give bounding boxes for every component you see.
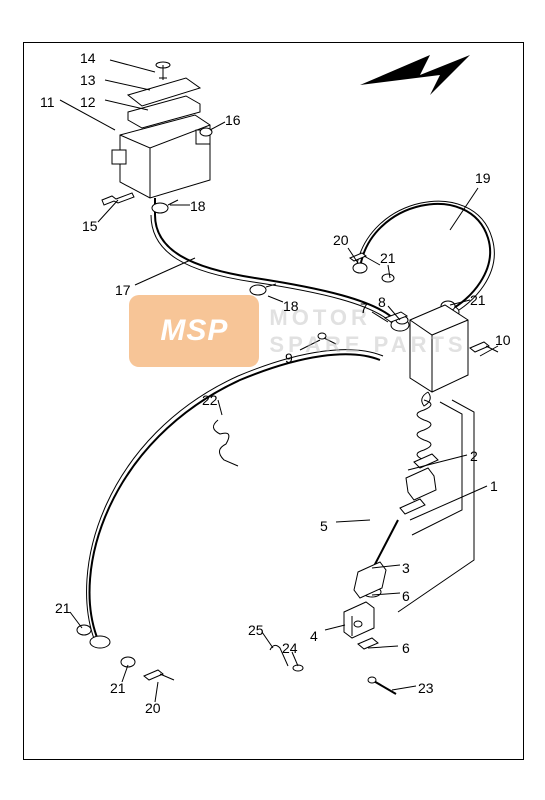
callout-21: 21 (110, 680, 126, 696)
callout-6: 6 (402, 640, 410, 656)
callout-21: 21 (55, 600, 71, 616)
callout-6: 6 (402, 588, 410, 604)
callout-8: 8 (378, 294, 386, 310)
callout-25: 25 (248, 622, 264, 638)
diagram-frame (23, 42, 524, 760)
callout-4: 4 (310, 628, 318, 644)
callout-2: 2 (470, 448, 478, 464)
callout-21: 21 (380, 250, 396, 266)
callout-9: 9 (285, 350, 293, 366)
callout-16: 16 (225, 112, 241, 128)
callout-7: 7 (360, 300, 368, 316)
callout-22: 22 (202, 392, 218, 408)
callout-11: 11 (40, 94, 55, 110)
callout-21: 21 (470, 292, 486, 308)
diagram-stage: MSP MOTOR SPARE PARTS 141311121615181718… (0, 0, 545, 800)
callout-23: 23 (418, 680, 434, 696)
callout-14: 14 (80, 50, 96, 66)
callout-10: 10 (495, 332, 511, 348)
callout-13: 13 (80, 72, 96, 88)
callout-20: 20 (145, 700, 161, 716)
callout-19: 19 (475, 170, 491, 186)
callout-17: 17 (115, 282, 131, 298)
callout-20: 20 (333, 232, 349, 248)
callout-15: 15 (82, 218, 98, 234)
callout-18: 18 (190, 198, 206, 214)
callout-3: 3 (402, 560, 410, 576)
callout-24: 24 (282, 640, 298, 656)
callout-18: 18 (283, 298, 299, 314)
callout-5: 5 (320, 518, 328, 534)
callout-12: 12 (80, 94, 96, 110)
callout-1: 1 (490, 478, 498, 494)
